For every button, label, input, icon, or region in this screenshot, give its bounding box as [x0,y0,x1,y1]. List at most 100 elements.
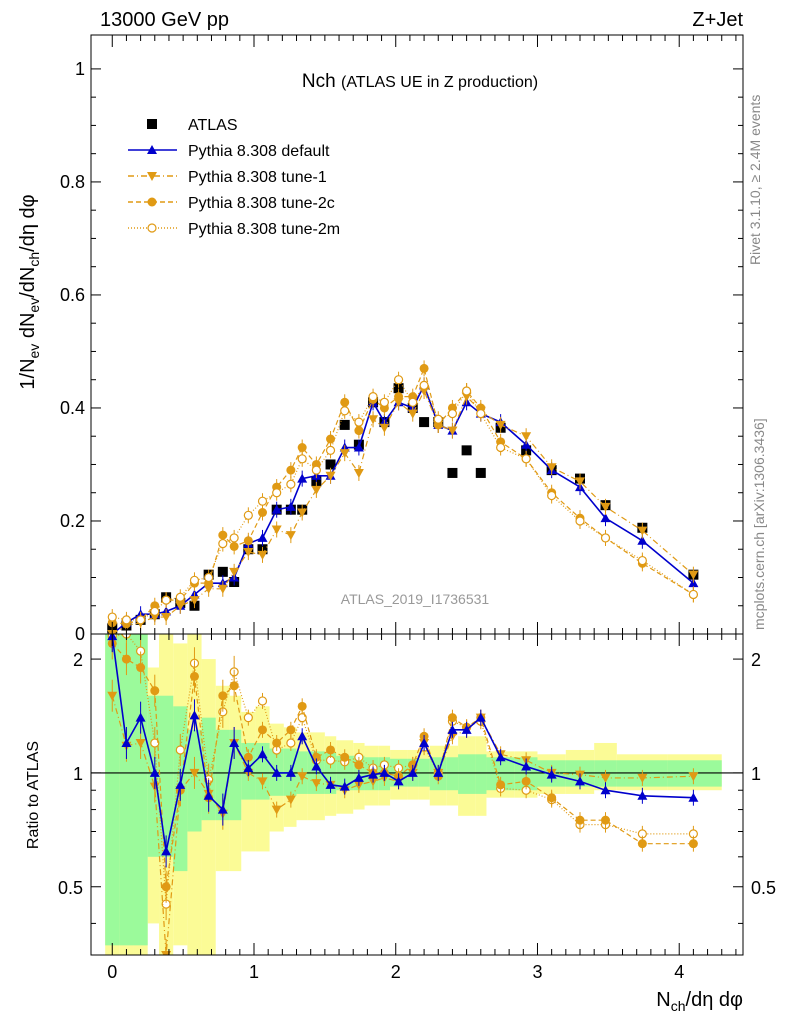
ratio-plot: 0.5 0.5 1 1 2 2 0 1 2 3 4 Ratio to ATLAS Nch/dη dφ [25,633,776,1014]
data-point [257,532,268,542]
ratio-point [393,776,404,786]
x-axis-label: Nch/dη dφ [656,989,743,1014]
x-tick-label: 0 [107,962,117,982]
data-point [297,473,308,483]
legend-entry: Pythia 8.308 default [188,143,330,160]
uncertainty-band-inner [229,729,242,821]
uncertainty-band-inner [215,729,230,821]
ratio-point [297,772,308,782]
ratio-point [325,779,336,789]
ratio-point [575,815,585,825]
ratio-plot-frame [90,633,744,956]
ratio-point [368,769,379,779]
data-point [393,375,404,385]
data-point [204,572,214,583]
ratio-point [135,738,146,748]
main-plot-subtitle: (ATLAS UE in Z production) [341,74,538,91]
ratio-point [419,737,430,747]
data-point [354,417,364,427]
ratio-point [326,745,336,755]
ratio-point [637,773,648,783]
data-point [447,467,458,478]
data-point [340,406,350,416]
main-plot-title: Nch (ATLAS UE in Z production) [302,71,538,92]
ratio-point [286,725,296,735]
uncertainty-band-inner [458,754,476,794]
ratio-point [149,767,160,777]
data-point [688,570,699,580]
y-tick-label-ratio: 2 [73,650,83,670]
series-line [112,378,694,621]
data-point [218,538,228,549]
main-plot-title-main: Nch [302,71,336,92]
data-point [600,502,611,512]
x-tick-label: 3 [532,962,542,982]
y-tick-label-ratio: 0.5 [58,878,83,898]
ratio-point [135,712,146,722]
data-point [547,490,557,501]
legend-entry: Pythia 8.308 tune-2m [188,221,340,238]
data-point [271,525,282,535]
legend-entry: Pythia 8.308 tune-2c [188,195,335,212]
ratio-point [521,776,531,786]
data-point [495,420,506,430]
data-point [600,513,611,523]
y-axis-label-ratio: Ratio to ATLAS [25,741,42,849]
ratio-point [433,767,444,777]
ratio-point [175,779,186,789]
data-point [297,443,307,453]
data-point [297,508,308,518]
x-tick-label: 1 [249,962,259,982]
data-point [353,442,364,452]
data-point [136,615,146,625]
watermark: ATLAS_2019_I1736531 [341,591,490,607]
data-point [575,516,585,526]
ratio-point [600,773,611,783]
ratio-point [297,731,308,741]
ratio-point [203,790,214,800]
ratio-point [271,805,282,815]
data-point [311,465,321,475]
data-point [161,613,172,623]
data-point [229,567,240,577]
data-point [285,531,296,541]
data-point [379,397,389,407]
ratio-point [272,738,282,748]
data-point [575,477,585,487]
ratio-point [637,790,648,800]
ratio-point [121,737,132,747]
x-tick-label: 4 [674,962,684,982]
y-tick-label-ratio-right: 2 [751,650,761,670]
data-point [394,392,404,402]
data-point [258,508,268,518]
uncertainty-band-inner [159,695,174,857]
data-point [368,392,378,402]
data-point [447,409,458,419]
ratio-point [340,752,350,762]
ratio-point [601,815,611,825]
data-point [393,383,404,394]
data-point [476,409,486,419]
y-tick-label-top: 0.8 [60,172,85,192]
data-point [121,615,132,625]
data-point [286,479,296,489]
data-point [408,397,418,407]
y-tick-label-top: 0.4 [60,398,85,418]
data-point [229,541,239,551]
ratio-point [447,713,457,723]
ratio-point [150,738,160,748]
ratio-point [257,696,268,706]
data-point [419,417,430,428]
ratio-point [150,686,160,696]
y-tick-label-top: 0.6 [60,285,85,305]
data-point [272,488,282,498]
legend-entry: ATLAS [188,117,238,134]
data-point [257,550,268,560]
ratio-point [688,792,699,802]
data-point [218,530,228,540]
data-point [217,566,228,577]
data-point [297,454,307,464]
data-point [189,575,200,585]
ratio-point [285,767,296,777]
y-tick-label-top: 0 [75,624,85,644]
